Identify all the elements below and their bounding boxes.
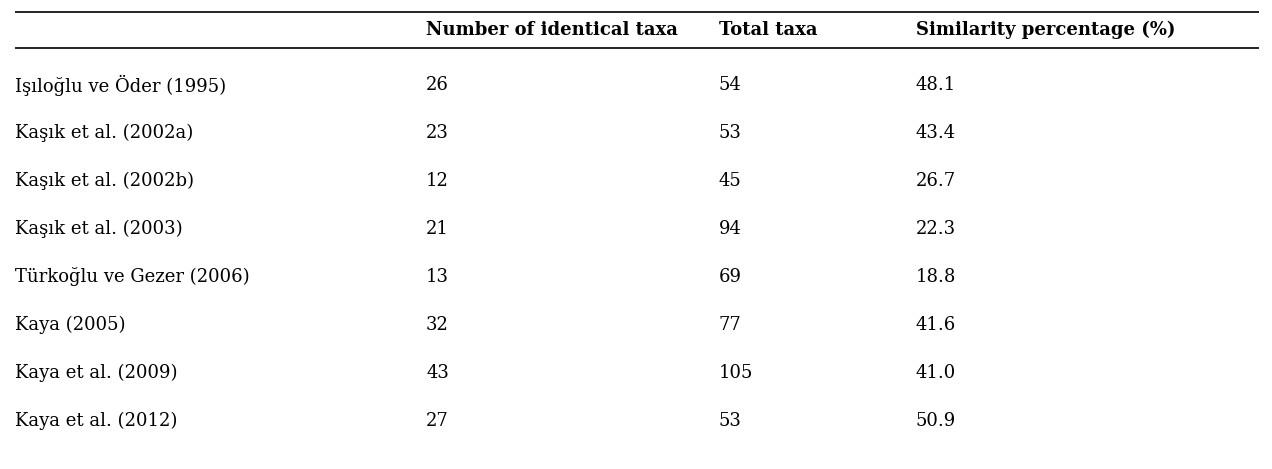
Text: Kaşık et al. (2002a): Kaşık et al. (2002a) xyxy=(15,124,193,142)
Text: 21: 21 xyxy=(426,220,449,238)
Text: 18.8: 18.8 xyxy=(916,268,957,286)
Text: 43.4: 43.4 xyxy=(916,124,957,142)
Text: 45: 45 xyxy=(719,172,742,190)
Text: Işıloğlu ve Öder (1995): Işıloğlu ve Öder (1995) xyxy=(15,75,226,96)
Text: 54: 54 xyxy=(719,76,742,94)
Text: 53: 53 xyxy=(719,124,742,142)
Text: 12: 12 xyxy=(426,172,449,190)
Text: 13: 13 xyxy=(426,268,449,286)
Text: 77: 77 xyxy=(719,316,742,334)
Text: 105: 105 xyxy=(719,364,753,382)
Text: 41.0: 41.0 xyxy=(916,364,957,382)
Text: Kaya (2005): Kaya (2005) xyxy=(15,316,126,334)
Text: 94: 94 xyxy=(719,220,742,238)
Text: Kaya et al. (2012): Kaya et al. (2012) xyxy=(15,412,178,430)
Text: Similarity percentage (%): Similarity percentage (%) xyxy=(916,21,1175,39)
Text: 27: 27 xyxy=(426,412,449,430)
Text: 22.3: 22.3 xyxy=(916,220,957,238)
Text: Kaya et al. (2009): Kaya et al. (2009) xyxy=(15,364,178,382)
Text: 32: 32 xyxy=(426,316,449,334)
Text: Türkoğlu ve Gezer (2006): Türkoğlu ve Gezer (2006) xyxy=(15,267,249,287)
Text: Number of identical taxa: Number of identical taxa xyxy=(426,21,678,39)
Text: 41.6: 41.6 xyxy=(916,316,957,334)
Text: 43: 43 xyxy=(426,364,449,382)
Text: Kaşık et al. (2002b): Kaşık et al. (2002b) xyxy=(15,172,195,190)
Text: 53: 53 xyxy=(719,412,742,430)
Text: 48.1: 48.1 xyxy=(916,76,957,94)
Text: 23: 23 xyxy=(426,124,449,142)
Text: 26.7: 26.7 xyxy=(916,172,957,190)
Text: 50.9: 50.9 xyxy=(916,412,957,430)
Text: Total taxa: Total taxa xyxy=(719,21,817,39)
Text: 69: 69 xyxy=(719,268,742,286)
Text: Kaşık et al. (2003): Kaşık et al. (2003) xyxy=(15,220,183,238)
Text: 26: 26 xyxy=(426,76,449,94)
